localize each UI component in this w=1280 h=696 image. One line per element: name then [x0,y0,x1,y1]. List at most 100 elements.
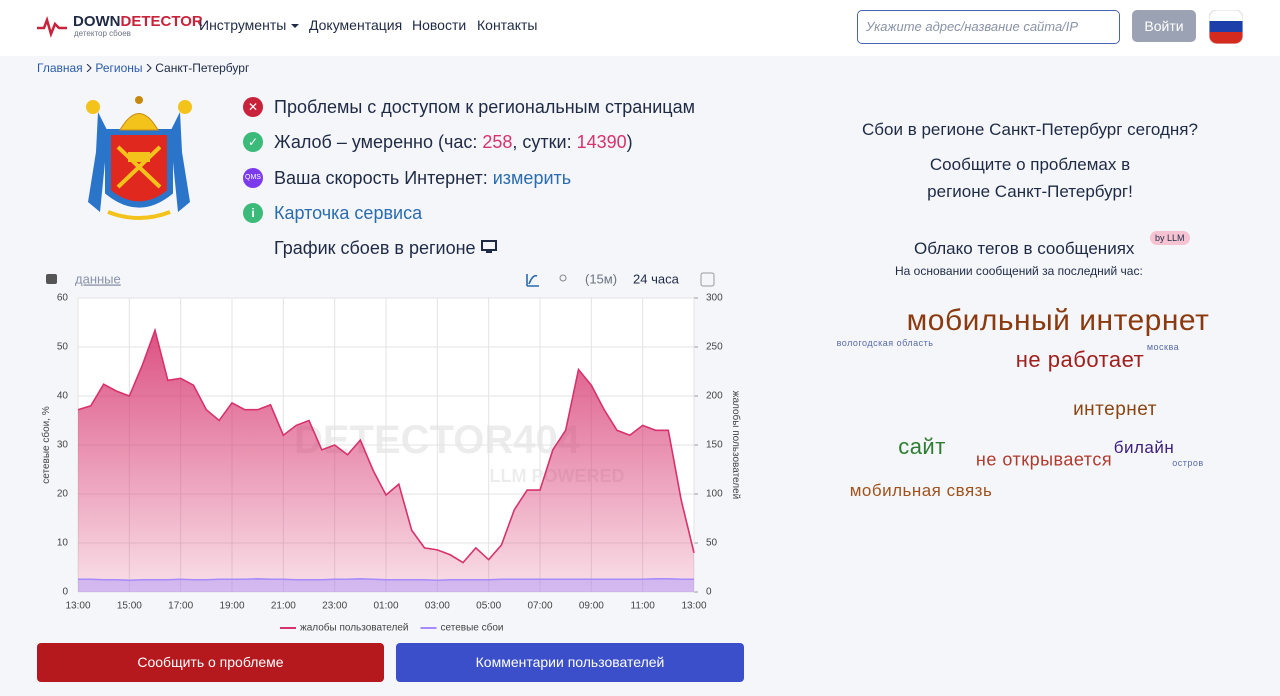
x-tick-label: 11:00 [631,601,656,612]
y-axis-label: сетевые сбои, % [40,406,52,484]
x-tick-label: 15:00 [117,601,142,612]
y2-tick-label: 0 [706,587,712,598]
search-input[interactable]: Укажите адрес/название сайта/IP [857,10,1120,44]
dropdown-caret [291,24,300,28]
status-access: Проблемы с доступом к региональным стран… [274,97,695,117]
speed-link[interactable]: измерить [492,168,572,188]
x-tick-label: 13:00 [65,601,90,612]
chart-heading: График сбоев в регионе [274,238,497,259]
logo-part: DETECTOR [120,13,203,30]
status-text: , сутки: [512,132,577,152]
sidebar-report: регионе Санкт-Петербург! [927,182,1133,201]
tag[interactable]: остров [1172,458,1204,468]
tag[interactable]: мобильная связь [849,481,993,500]
info-icon: i [243,203,263,223]
interval-toggle[interactable]: (15м) [585,271,617,286]
logo-icon [37,16,67,38]
tag[interactable]: сайт [898,434,946,459]
x-tick-label: 13:00 [681,601,706,612]
y2-tick-label: 150 [706,440,723,451]
coat-of-arms [86,96,192,220]
breadcrumb-current: Санкт-Петербург [155,61,250,75]
sidebar-question: Сбои в регионе Санкт-Петербург сегодня? [862,120,1198,139]
y-tick-label: 50 [57,342,69,353]
x-tick-label: 09:00 [579,601,604,612]
tag[interactable]: не работает [1015,347,1145,372]
x-tick-label: 07:00 [527,601,552,612]
tag[interactable]: вологодская область [836,338,934,348]
status-complaints: Жалоб – умеренно (час: 258, сутки: 14390… [274,132,633,153]
language-flag[interactable] [1209,10,1243,44]
status-text: Ваша скорость Интернет: [274,168,493,188]
chart: данные (15м) 24 часа DETECTOR404 LLM POW… [40,271,742,634]
y-tick-label: 60 [57,293,69,304]
x-tick-label: 01:00 [373,601,398,612]
breadcrumbs: Главная Регионы Санкт-Петербург [37,61,249,75]
tag[interactable]: мобильный интернет [906,304,1210,337]
status-text: ) [626,132,633,152]
nav-item[interactable]: Новости [412,17,467,33]
top-bar: DOWNDETECTOR детектор сбоев Инструменты … [0,0,1280,56]
cloud-title: Облако тегов в сообщениях [914,239,1135,258]
range-toggle[interactable]: 24 часа [633,271,680,286]
user-icon[interactable] [559,274,567,282]
breadcrumb-link[interactable]: Главная [37,61,83,75]
series-line [77,327,695,564]
error-icon: ✕ [243,97,263,117]
y-tick-label: 0 [62,587,68,598]
tag[interactable]: москва [1146,342,1180,352]
comments-button[interactable]: Комментарии пользователей [396,643,744,682]
y-tick-label: 10 [57,538,69,549]
heading-text: График сбоев в регионе [274,238,476,258]
service-card-link[interactable]: Карточка сервиса [274,203,423,223]
logo-subtitle: детектор сбоев [74,29,131,38]
sidebar-report: Сообщите о проблемах в [929,155,1131,174]
logo-part: DOWN [73,13,121,30]
complaints-day: 14390 [576,132,627,152]
check-icon: ✓ [243,132,263,152]
x-tick-label: 05:00 [476,601,501,612]
tag[interactable]: билайн [1113,438,1175,457]
breadcrumb-link[interactable]: Регионы [95,61,143,75]
area-mode-icon[interactable] [526,274,539,287]
x-tick-label: 23:00 [322,601,347,612]
status-speed: Ваша скорость Интернет: измерить [274,168,571,189]
calendar-icon[interactable] [700,272,715,287]
series-area [78,330,694,592]
llm-badge: by LLM [1150,231,1190,245]
y-tick-label: 30 [57,440,69,451]
data-link[interactable]: данные [75,271,121,286]
tag[interactable]: не открывается [975,449,1113,470]
status-text: Жалоб – умеренно (час: [274,132,483,152]
tag[interactable]: интернет [1073,399,1157,420]
breadcrumb-separator [86,63,92,73]
breadcrumb-separator [146,63,152,73]
x-tick-label: 19:00 [219,601,244,612]
complaints-hour: 258 [482,132,513,152]
logo[interactable]: DOWNDETECTOR [73,13,203,30]
camera-icon[interactable] [46,274,57,284]
y-tick-label: 20 [57,489,69,500]
y-tick-label: 40 [57,391,69,402]
report-button[interactable]: Сообщить о проблеме [37,643,384,682]
y2-tick-label: 100 [706,489,723,500]
qms-icon: QMS [243,168,263,188]
nav-text: Инструменты [199,17,287,33]
cloud-note: На основании сообщений за последний час: [895,264,1143,278]
legend-label: сетевые сбои [441,622,504,634]
y2-tick-label: 300 [706,293,723,304]
nav-item[interactable]: Контакты [477,17,538,33]
nav-item[interactable]: Документация [309,17,403,33]
monitor-icon [480,240,497,253]
nav-item[interactable]: Инструменты [199,17,300,33]
series-area [78,578,694,592]
series-line [78,577,694,582]
y2-tick-label: 50 [706,538,718,549]
legend-label: жалобы пользователей [300,622,409,634]
y2-tick-label: 200 [706,391,723,402]
y2-axis-label: жалобы пользователей [730,391,742,500]
x-tick-label: 21:00 [271,601,296,612]
login-button[interactable]: Войти [1132,10,1196,42]
